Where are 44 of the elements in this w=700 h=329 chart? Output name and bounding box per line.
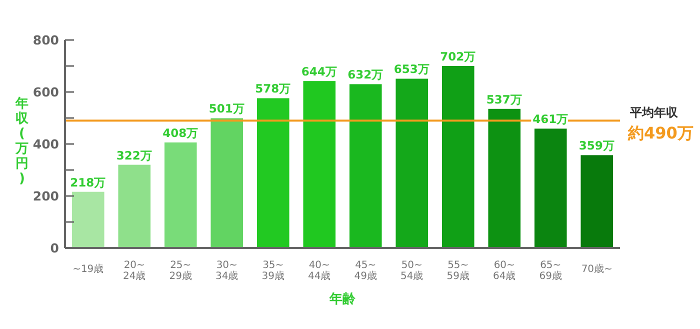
x-tick-label: ~19歳	[72, 263, 104, 275]
x-tick-label: 55~ 59歳	[446, 260, 470, 282]
bar	[302, 80, 337, 248]
x-tick-label: 30~ 34歳	[216, 260, 238, 282]
x-tick-label: 40~ 44歳	[308, 260, 331, 282]
x-tick-label: 45~ 49歳	[354, 260, 377, 282]
x-tick-label: 70歳~	[581, 263, 612, 275]
bar	[117, 164, 152, 248]
bar	[533, 128, 568, 248]
x-tick-label: 65~ 69歳	[539, 260, 562, 282]
y-tick-label: 600	[32, 84, 60, 100]
x-tick-label: 35~ 39歳	[262, 260, 284, 282]
y-tick-label: 400	[32, 136, 60, 152]
data-label: 408万	[162, 126, 199, 140]
data-label: 578万	[255, 82, 292, 96]
bar	[440, 64, 476, 248]
y-tick-label: 200	[32, 188, 60, 204]
bar	[70, 190, 106, 248]
bar	[348, 83, 383, 248]
data-label: 359万	[578, 138, 615, 153]
bar	[163, 141, 198, 248]
data-label: 537万	[486, 92, 522, 106]
data-label: 218万	[70, 175, 106, 190]
y-tick-label: 800	[32, 32, 60, 48]
data-label: 653万	[394, 62, 430, 76]
ref-line-label: 約490万	[627, 124, 694, 143]
data-label: 632万	[348, 68, 384, 82]
y-tick-label: 0	[50, 240, 60, 256]
x-axis-title: 年齢	[328, 292, 356, 307]
x-tick-label: 60~ 64歳	[493, 260, 516, 282]
text: 平均年収	[629, 106, 679, 120]
bar	[256, 97, 290, 248]
x-tick-label: 20~ 24歳	[123, 260, 146, 282]
bar	[580, 154, 614, 248]
data-label: 702万	[440, 49, 476, 64]
data-label: 501万	[208, 102, 245, 116]
bar	[487, 108, 522, 248]
bar	[394, 78, 430, 248]
x-tick-label: 50~ 54歳	[400, 260, 424, 282]
y-axis-title: 年収(万円)	[14, 96, 30, 186]
data-label: 322万	[116, 148, 152, 162]
x-tick-label: 25~ 29歳	[169, 260, 192, 282]
bar	[210, 117, 244, 248]
data-label: 644万	[301, 64, 338, 79]
